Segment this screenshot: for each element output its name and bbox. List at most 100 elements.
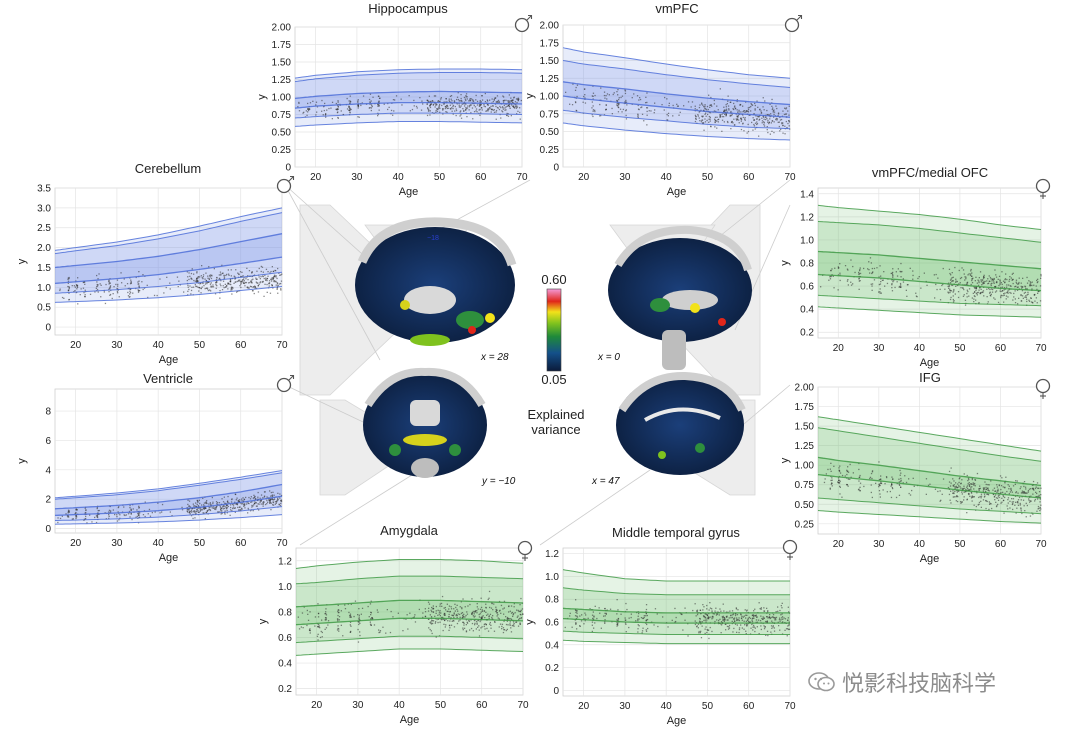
data-point bbox=[487, 630, 490, 632]
data-point bbox=[692, 609, 694, 612]
data-point bbox=[787, 110, 789, 112]
data-point bbox=[209, 275, 211, 277]
data-point bbox=[209, 289, 211, 291]
data-point bbox=[839, 263, 841, 265]
data-point bbox=[891, 272, 893, 274]
data-point bbox=[870, 283, 872, 285]
data-point bbox=[878, 486, 880, 488]
data-point bbox=[1020, 282, 1022, 284]
data-point bbox=[982, 490, 984, 492]
data-point bbox=[197, 510, 199, 512]
data-point bbox=[878, 479, 881, 481]
data-point bbox=[980, 497, 982, 499]
data-point bbox=[439, 610, 441, 612]
data-point bbox=[243, 282, 246, 285]
data-point bbox=[67, 277, 69, 279]
data-point bbox=[1000, 286, 1002, 289]
data-point bbox=[969, 495, 971, 497]
data-point bbox=[1036, 492, 1038, 495]
data-point bbox=[1038, 487, 1040, 489]
data-point bbox=[501, 623, 504, 625]
data-point bbox=[1039, 498, 1041, 500]
data-point bbox=[771, 620, 773, 622]
data-point bbox=[462, 629, 464, 631]
data-point bbox=[1001, 290, 1004, 292]
data-point bbox=[886, 491, 888, 493]
data-point bbox=[974, 291, 976, 294]
data-point bbox=[450, 606, 452, 608]
data-point bbox=[773, 131, 775, 134]
data-point bbox=[262, 275, 264, 277]
data-point bbox=[858, 288, 860, 290]
data-point bbox=[704, 632, 706, 635]
data-point bbox=[402, 630, 404, 632]
data-point bbox=[68, 276, 70, 279]
data-point bbox=[995, 501, 997, 503]
data-point bbox=[955, 281, 957, 283]
data-point bbox=[130, 281, 132, 284]
data-point bbox=[479, 100, 481, 102]
data-point bbox=[508, 100, 510, 102]
data-point bbox=[324, 617, 327, 619]
data-point bbox=[369, 603, 372, 605]
data-point bbox=[460, 105, 462, 107]
data-point bbox=[193, 279, 195, 282]
data-point bbox=[350, 603, 352, 605]
plot-area bbox=[54, 187, 283, 336]
data-point bbox=[240, 280, 242, 283]
x-tick-label: 40 bbox=[914, 539, 926, 550]
data-point bbox=[605, 95, 607, 97]
x-tick-label: 20 bbox=[578, 172, 590, 183]
data-point bbox=[336, 112, 339, 114]
data-point bbox=[990, 480, 992, 482]
data-point bbox=[755, 115, 757, 117]
data-point bbox=[237, 500, 239, 502]
data-point bbox=[194, 280, 196, 282]
data-point bbox=[731, 610, 734, 612]
data-point bbox=[1027, 490, 1030, 492]
data-point bbox=[956, 495, 958, 497]
data-point bbox=[117, 283, 119, 286]
data-point bbox=[409, 612, 411, 614]
data-point bbox=[731, 620, 733, 622]
data-point bbox=[207, 275, 209, 277]
data-point bbox=[350, 108, 352, 111]
data-point bbox=[867, 268, 869, 270]
data-point bbox=[434, 103, 436, 105]
data-point bbox=[67, 511, 69, 513]
data-point bbox=[239, 506, 241, 508]
data-point bbox=[367, 605, 369, 608]
data-point bbox=[232, 507, 234, 510]
data-point bbox=[980, 281, 982, 283]
data-point bbox=[436, 110, 439, 112]
data-point bbox=[319, 636, 322, 639]
data-point bbox=[498, 618, 500, 620]
data-point bbox=[837, 477, 840, 479]
data-point bbox=[75, 512, 77, 514]
data-point bbox=[128, 296, 130, 298]
data-point bbox=[392, 616, 394, 618]
data-point bbox=[209, 506, 211, 508]
data-point bbox=[997, 488, 999, 490]
data-point bbox=[1036, 279, 1038, 282]
data-point bbox=[221, 506, 224, 508]
data-point bbox=[377, 104, 379, 106]
data-point bbox=[701, 119, 704, 121]
data-point bbox=[236, 504, 239, 506]
data-point bbox=[723, 106, 725, 108]
data-point bbox=[135, 516, 137, 518]
data-point bbox=[443, 607, 445, 609]
data-point bbox=[350, 616, 352, 618]
data-point bbox=[436, 618, 438, 621]
data-point bbox=[1006, 505, 1008, 507]
y-tick-label: 2.5 bbox=[37, 223, 51, 234]
data-point bbox=[480, 627, 482, 629]
data-point bbox=[502, 111, 504, 113]
data-point bbox=[779, 116, 781, 119]
data-point bbox=[109, 287, 111, 289]
data-point bbox=[312, 100, 314, 102]
data-point bbox=[1030, 297, 1032, 299]
data-point bbox=[772, 625, 774, 627]
data-point bbox=[497, 617, 499, 619]
data-point bbox=[277, 284, 279, 287]
